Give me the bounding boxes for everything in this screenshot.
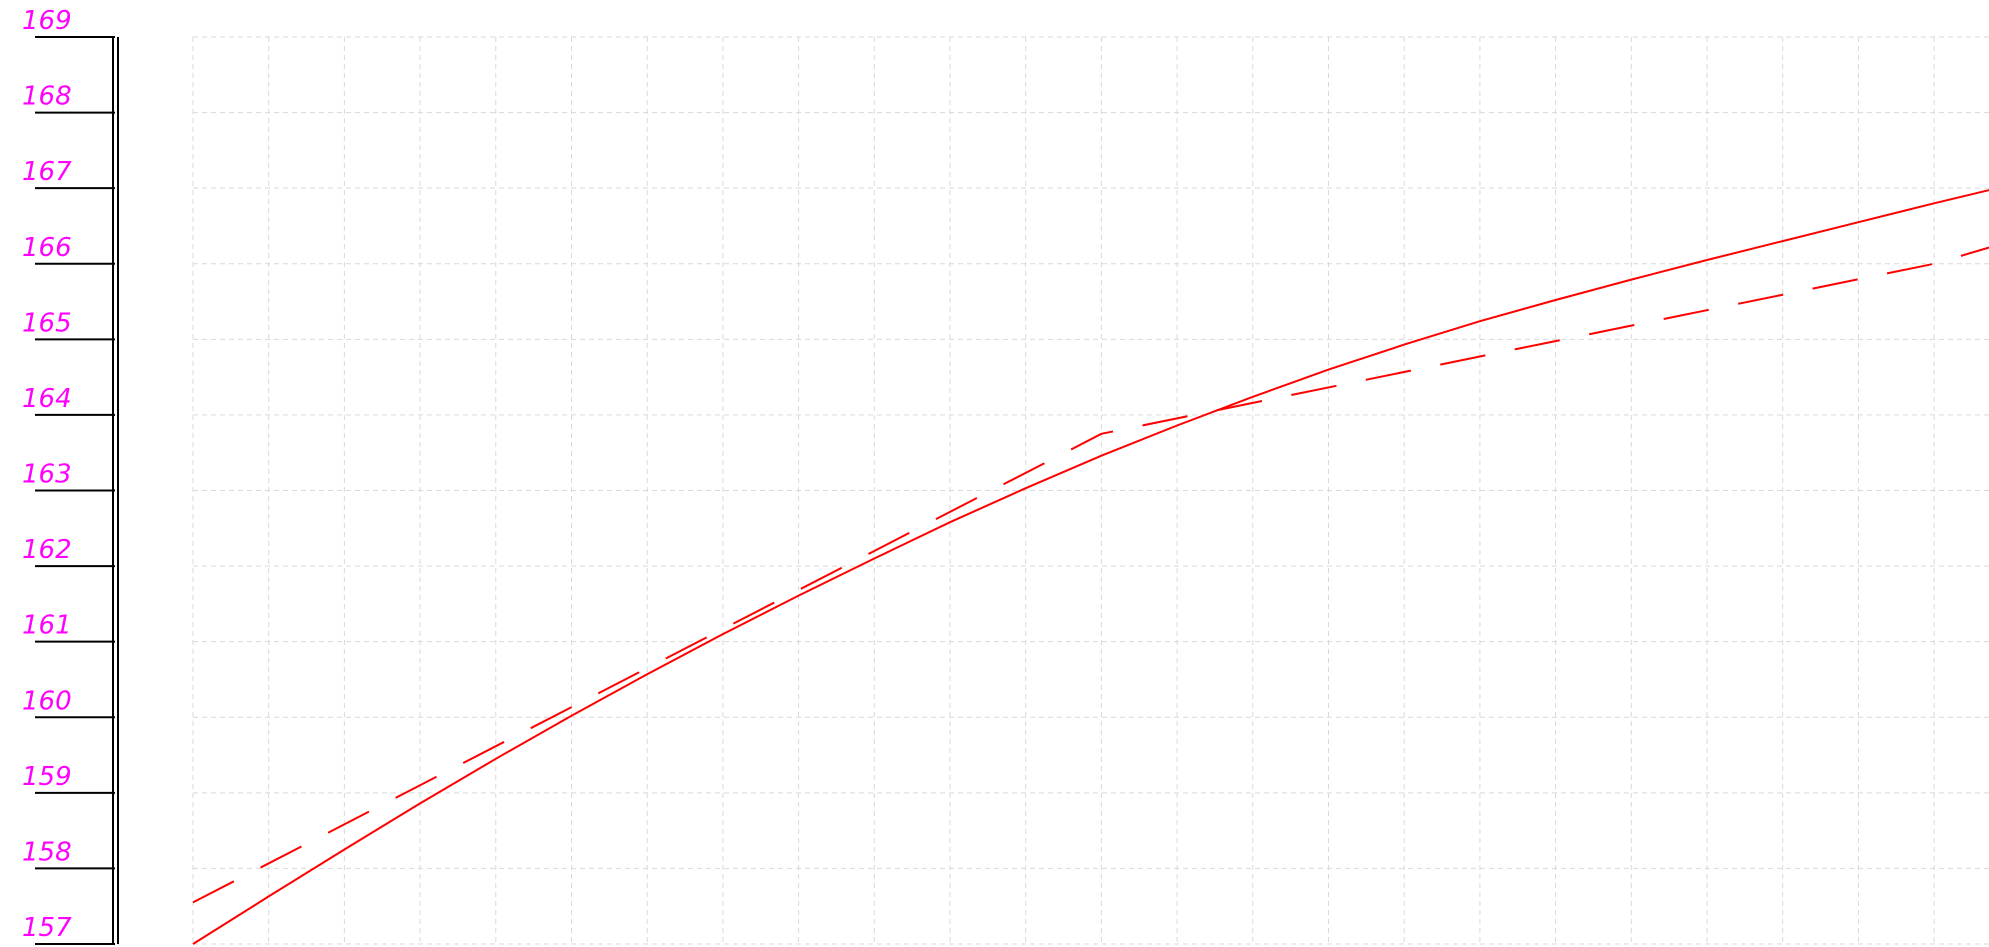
y-tick-label: 168: [22, 82, 72, 112]
y-axis: 157 158 159 160 161 162 163 164 165 166 167 168 169: [22, 6, 119, 945]
y-tick-label: 165: [22, 308, 72, 338]
grid: [192, 36, 1989, 945]
y-tick-label: 167: [22, 157, 72, 187]
y-tick-label: 162: [22, 535, 72, 565]
y-tick-label: 160: [22, 686, 72, 716]
y-tick-label: 161: [22, 611, 72, 641]
series-line-solid: [192, 189, 1989, 945]
y-tick-label: 159: [22, 762, 72, 792]
y-tick-label: 166: [22, 233, 72, 263]
y-tick-label: 158: [22, 837, 72, 867]
y-tick-label: 157: [22, 913, 72, 943]
y-tick-label: 169: [22, 6, 72, 36]
series-group: [192, 189, 1989, 945]
y-tick-label: 164: [22, 384, 72, 414]
y-tick-label: 163: [22, 460, 72, 490]
series-line-dashed: [192, 246, 1989, 904]
